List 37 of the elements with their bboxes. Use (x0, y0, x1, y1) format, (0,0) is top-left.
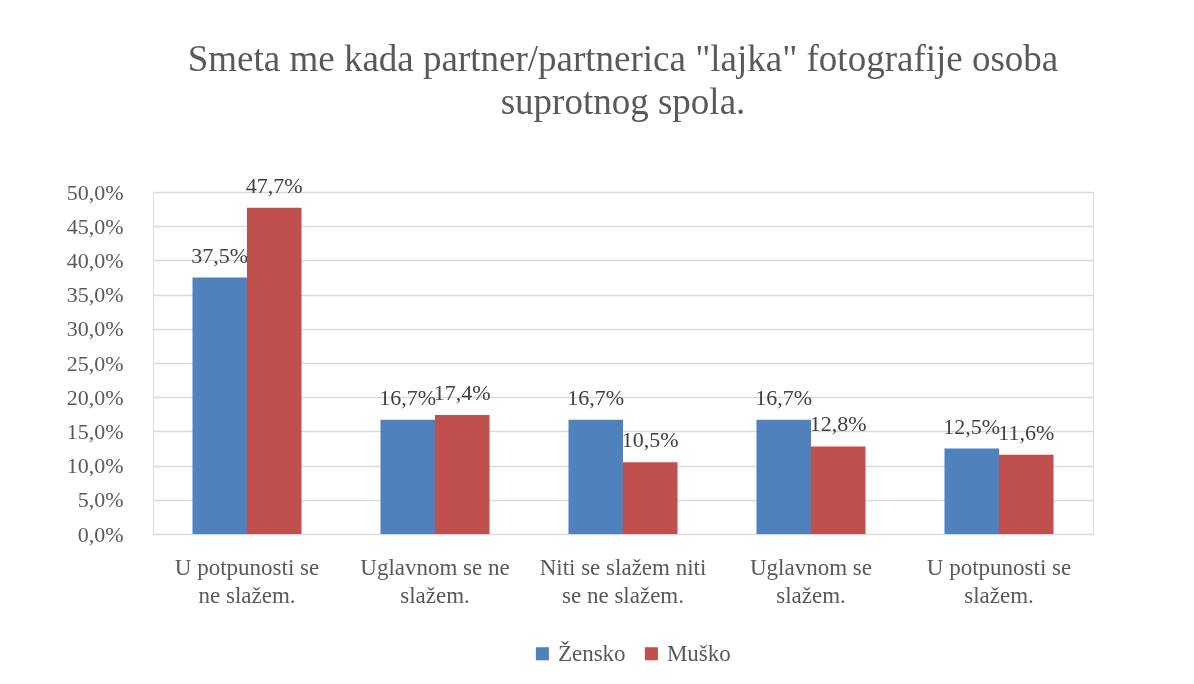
chart-title: Smeta me kada partner/partnerica "lajka" fotografije osoba suprotnog spola. (187, 37, 1059, 122)
y-tick-label: 25,0% (66, 350, 124, 376)
bar (811, 446, 866, 534)
y-tick-label: 35,0% (66, 282, 124, 308)
legend-label: Muško (666, 640, 731, 666)
data-label: 47,7% (245, 172, 303, 198)
data-label: 37,5% (191, 242, 249, 268)
bar (756, 419, 811, 534)
bar (435, 414, 490, 534)
bar (380, 419, 435, 534)
data-label: 12,5% (943, 413, 1001, 439)
data-label: 16,7% (379, 384, 437, 410)
y-tick-label: 5,0% (77, 487, 124, 513)
x-tick-label: U potpunosti se ne slažem. (174, 554, 320, 608)
data-label: 16,7% (567, 384, 625, 410)
y-tick-label: 10,0% (66, 453, 124, 479)
y-tick-label: 30,0% (66, 316, 124, 342)
bar (247, 207, 302, 534)
bar (568, 419, 623, 534)
bar (999, 454, 1054, 534)
x-tick-label: Uglavnom se ne slažem. (360, 554, 510, 608)
y-tick-label: 20,0% (66, 384, 124, 410)
bar (944, 448, 999, 534)
data-label: 10,5% (621, 427, 679, 453)
y-tick-label: 50,0% (66, 179, 124, 205)
y-tick-label: 0,0% (77, 521, 124, 547)
y-tick-label: 45,0% (66, 213, 124, 239)
x-tick-label: Uglavnom se slažem. (749, 554, 873, 608)
y-tick-label: 15,0% (66, 418, 124, 444)
data-label: 16,7% (755, 384, 813, 410)
x-tick-label: Niti se slažem niti se ne slažem. (539, 554, 707, 608)
legend-label: Žensko (557, 640, 626, 666)
bar (192, 277, 247, 534)
bar (623, 462, 678, 534)
x-tick-label: U potpunosti se slažem. (926, 554, 1072, 608)
y-tick-label: 40,0% (66, 247, 124, 273)
data-label: 12,8% (809, 411, 867, 437)
